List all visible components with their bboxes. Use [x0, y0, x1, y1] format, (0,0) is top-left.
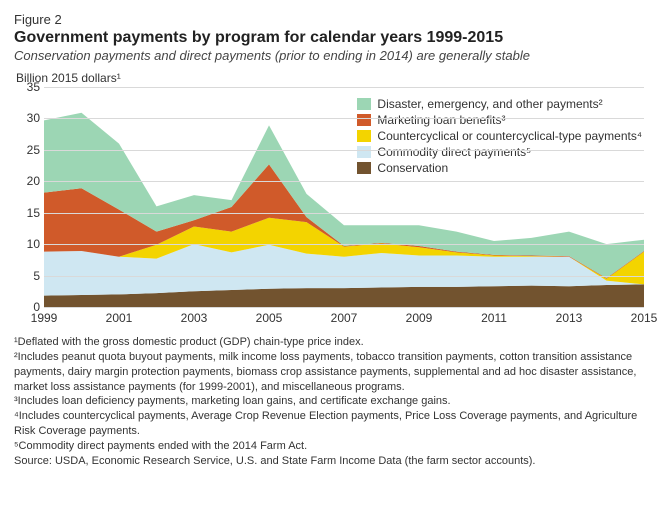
x-tick-label: 2015	[631, 311, 658, 325]
legend-label: Marketing loan benefits³	[377, 113, 505, 127]
legend-swatch	[357, 114, 371, 126]
y-tick-label: 35	[16, 80, 40, 94]
y-tick-label: 30	[16, 111, 40, 125]
x-tick-label: 2009	[406, 311, 433, 325]
legend-label: Conservation	[377, 161, 448, 175]
figure-label: Figure 2	[14, 12, 656, 27]
x-tick-label: 2007	[331, 311, 358, 325]
x-tick-label: 2001	[106, 311, 133, 325]
legend-swatch	[357, 98, 371, 110]
legend-item-commodity_direct: Commodity direct payments⁵	[357, 145, 642, 159]
chart-subtitle: Conservation payments and direct payment…	[14, 48, 656, 63]
legend-label: Disaster, emergency, and other payments²	[377, 97, 602, 111]
gridline	[44, 213, 644, 214]
footnotes: ¹Deflated with the gross domestic produc…	[14, 335, 656, 469]
gridline	[44, 118, 644, 119]
y-tick-label: 5	[16, 269, 40, 283]
legend-swatch	[357, 146, 371, 158]
footnote-line: Source: USDA, Economic Research Service,…	[14, 454, 656, 469]
x-tick-label: 2011	[481, 311, 507, 325]
legend-swatch	[357, 130, 371, 142]
footnote-line: ¹Deflated with the gross domestic produc…	[14, 335, 656, 350]
legend-label: Countercyclical or countercyclical-type …	[377, 129, 642, 143]
legend-item-disaster: Disaster, emergency, and other payments²	[357, 97, 642, 111]
gridline	[44, 307, 644, 308]
footnote-line: ⁴Includes countercyclical payments, Aver…	[14, 409, 656, 439]
x-tick-label: 2013	[556, 311, 583, 325]
y-tick-label: 25	[16, 143, 40, 157]
gridline	[44, 181, 644, 182]
gridline	[44, 276, 644, 277]
footnote-line: ⁵Commodity direct payments ended with th…	[14, 439, 656, 454]
gridline	[44, 87, 644, 88]
legend: Disaster, emergency, and other payments²…	[355, 95, 644, 179]
x-tick-label: 2005	[256, 311, 283, 325]
legend-swatch	[357, 162, 371, 174]
gridline	[44, 150, 644, 151]
legend-label: Commodity direct payments⁵	[377, 145, 531, 159]
chart-area: Disaster, emergency, and other payments²…	[14, 87, 656, 327]
x-tick-label: 1999	[31, 311, 58, 325]
figure-container: Figure 2 Government payments by program …	[0, 0, 670, 479]
y-tick-label: 15	[16, 206, 40, 220]
legend-item-countercyclical: Countercyclical or countercyclical-type …	[357, 129, 642, 143]
gridline	[44, 244, 644, 245]
y-axis-title: Billion 2015 dollars¹	[16, 71, 656, 85]
legend-item-conservation: Conservation	[357, 161, 642, 175]
footnote-line: ²Includes peanut quota buyout payments, …	[14, 350, 656, 395]
y-tick-label: 10	[16, 237, 40, 251]
x-tick-label: 2003	[181, 311, 208, 325]
chart-title: Government payments by program for calen…	[14, 29, 656, 47]
plot-region: Disaster, emergency, and other payments²…	[44, 87, 644, 307]
footnote-line: ³Includes loan deficiency payments, mark…	[14, 394, 656, 409]
legend-item-marketing_loan: Marketing loan benefits³	[357, 113, 642, 127]
y-tick-label: 20	[16, 174, 40, 188]
